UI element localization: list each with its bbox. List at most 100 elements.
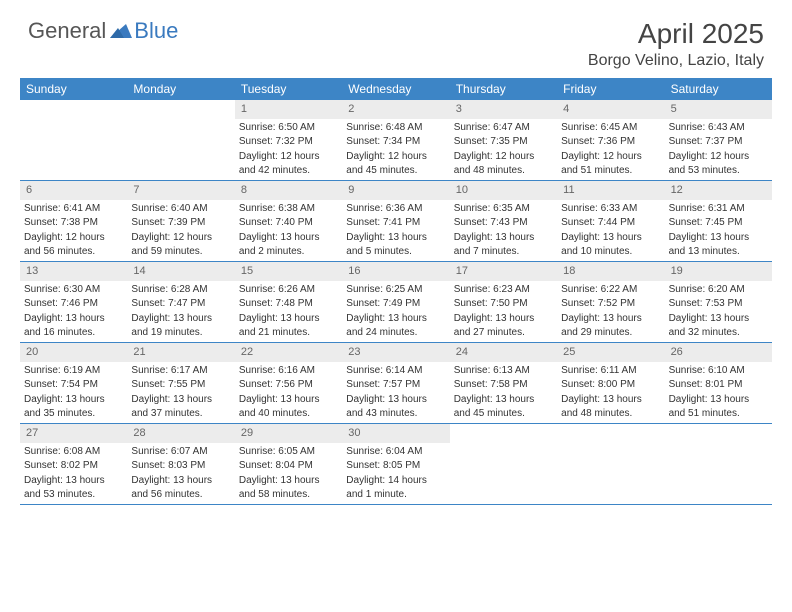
info-line: Daylight: 12 hours — [561, 150, 660, 164]
info-line: and 1 minute. — [346, 488, 445, 502]
day-number: 13 — [20, 262, 127, 281]
info-line: Sunset: 7:34 PM — [346, 135, 445, 149]
day-info: Sunrise: 6:11 AMSunset: 8:00 PMDaylight:… — [557, 364, 664, 421]
logo-text-general: General — [28, 18, 106, 44]
day-info: Sunrise: 6:38 AMSunset: 7:40 PMDaylight:… — [235, 202, 342, 259]
day-number — [450, 424, 557, 443]
info-line: and 35 minutes. — [24, 407, 123, 421]
info-line: Sunset: 7:38 PM — [24, 216, 123, 230]
info-line: Sunrise: 6:45 AM — [561, 121, 660, 135]
info-line: Daylight: 13 hours — [239, 393, 338, 407]
info-line: Sunrise: 6:04 AM — [346, 445, 445, 459]
logo: General Blue — [28, 18, 178, 44]
calendar-cell — [450, 424, 557, 504]
day-number: 12 — [665, 181, 772, 200]
week-row: 27Sunrise: 6:08 AMSunset: 8:02 PMDayligh… — [20, 424, 772, 505]
calendar-cell: 3Sunrise: 6:47 AMSunset: 7:35 PMDaylight… — [450, 100, 557, 180]
info-line: Daylight: 13 hours — [346, 312, 445, 326]
info-line: Daylight: 13 hours — [24, 393, 123, 407]
info-line: and 59 minutes. — [131, 245, 230, 259]
info-line: Sunset: 7:45 PM — [669, 216, 768, 230]
info-line: Daylight: 13 hours — [669, 312, 768, 326]
calendar-cell: 16Sunrise: 6:25 AMSunset: 7:49 PMDayligh… — [342, 262, 449, 342]
day-info: Sunrise: 6:30 AMSunset: 7:46 PMDaylight:… — [20, 283, 127, 340]
info-line: Sunset: 7:58 PM — [454, 378, 553, 392]
calendar-cell: 11Sunrise: 6:33 AMSunset: 7:44 PMDayligh… — [557, 181, 664, 261]
info-line: Sunset: 7:41 PM — [346, 216, 445, 230]
day-info: Sunrise: 6:35 AMSunset: 7:43 PMDaylight:… — [450, 202, 557, 259]
day-number: 15 — [235, 262, 342, 281]
info-line: Sunrise: 6:05 AM — [239, 445, 338, 459]
calendar-cell: 14Sunrise: 6:28 AMSunset: 7:47 PMDayligh… — [127, 262, 234, 342]
day-number: 10 — [450, 181, 557, 200]
info-line: and 51 minutes. — [561, 164, 660, 178]
calendar-cell: 29 Sunrise: 6:05 AMSunset: 8:04 PMDayligh… — [235, 424, 342, 504]
info-line: Sunset: 8:01 PM — [669, 378, 768, 392]
day-info: Sunrise: 6:05 AMSunset: 8:04 PMDaylight:… — [235, 445, 342, 502]
calendar-cell: 1 Sunrise: 6:50 AMSunset: 7:32 PMDaylight… — [235, 100, 342, 180]
info-line: and 48 minutes. — [454, 164, 553, 178]
day-info: Sunrise: 6:33 AMSunset: 7:44 PMDaylight:… — [557, 202, 664, 259]
day-header: Monday — [127, 78, 234, 100]
info-line: Sunset: 7:40 PM — [239, 216, 338, 230]
day-header: Thursday — [450, 78, 557, 100]
info-line: Daylight: 13 hours — [131, 393, 230, 407]
info-line: Daylight: 13 hours — [669, 231, 768, 245]
info-line: Sunrise: 6:14 AM — [346, 364, 445, 378]
header: General Blue April 2025 Borgo Velino, La… — [0, 0, 792, 78]
day-header: Tuesday — [235, 78, 342, 100]
day-info: Sunrise: 6:16 AMSunset: 7:56 PMDaylight:… — [235, 364, 342, 421]
day-number: 1 — [235, 100, 342, 119]
info-line: and 48 minutes. — [561, 407, 660, 421]
info-line: Daylight: 12 hours — [24, 231, 123, 245]
calendar-cell: 2Sunrise: 6:48 AMSunset: 7:34 PMDaylight… — [342, 100, 449, 180]
info-line: Sunrise: 6:28 AM — [131, 283, 230, 297]
calendar-cell: 8Sunrise: 6:38 AMSunset: 7:40 PMDaylight… — [235, 181, 342, 261]
info-line: Daylight: 13 hours — [346, 231, 445, 245]
day-number: 21 — [127, 343, 234, 362]
day-info: Sunrise: 6:50 AMSunset: 7:32 PMDaylight:… — [235, 121, 342, 178]
calendar: SundayMondayTuesdayWednesdayThursdayFrid… — [0, 78, 792, 505]
calendar-cell — [20, 100, 127, 180]
info-line: Daylight: 14 hours — [346, 474, 445, 488]
info-line: Daylight: 13 hours — [24, 474, 123, 488]
calendar-cell: 21Sunrise: 6:17 AMSunset: 7:55 PMDayligh… — [127, 343, 234, 423]
info-line: Sunrise: 6:41 AM — [24, 202, 123, 216]
info-line: Sunrise: 6:17 AM — [131, 364, 230, 378]
info-line: and 51 minutes. — [669, 407, 768, 421]
info-line: Sunset: 7:32 PM — [239, 135, 338, 149]
calendar-cell: 15 Sunrise: 6:26 AMSunset: 7:48 PMDayligh… — [235, 262, 342, 342]
info-line: Sunset: 7:35 PM — [454, 135, 553, 149]
day-number — [665, 424, 772, 443]
info-line: Daylight: 13 hours — [131, 312, 230, 326]
day-number: 23 — [342, 343, 449, 362]
info-line: and 37 minutes. — [131, 407, 230, 421]
calendar-cell — [665, 424, 772, 504]
info-line: and 42 minutes. — [239, 164, 338, 178]
day-header: Wednesday — [342, 78, 449, 100]
info-line: Sunrise: 6:36 AM — [346, 202, 445, 216]
day-info: Sunrise: 6:19 AMSunset: 7:54 PMDaylight:… — [20, 364, 127, 421]
info-line: Sunrise: 6:23 AM — [454, 283, 553, 297]
day-info: Sunrise: 6:26 AMSunset: 7:48 PMDaylight:… — [235, 283, 342, 340]
info-line: and 27 minutes. — [454, 326, 553, 340]
info-line: Sunset: 8:03 PM — [131, 459, 230, 473]
info-line: Sunrise: 6:25 AM — [346, 283, 445, 297]
day-info: Sunrise: 6:14 AMSunset: 7:57 PMDaylight:… — [342, 364, 449, 421]
day-header: Saturday — [665, 78, 772, 100]
info-line: Sunrise: 6:30 AM — [24, 283, 123, 297]
info-line: Sunrise: 6:16 AM — [239, 364, 338, 378]
info-line: Sunset: 7:57 PM — [346, 378, 445, 392]
day-number: 29 — [235, 424, 342, 443]
info-line: Sunset: 7:56 PM — [239, 378, 338, 392]
title-block: April 2025 Borgo Velino, Lazio, Italy — [588, 18, 764, 70]
day-info: Sunrise: 6:07 AMSunset: 8:03 PMDaylight:… — [127, 445, 234, 502]
day-number: 26 — [665, 343, 772, 362]
day-number: 4 — [557, 100, 664, 119]
info-line: Sunset: 7:52 PM — [561, 297, 660, 311]
info-line: Sunrise: 6:19 AM — [24, 364, 123, 378]
day-info: Sunrise: 6:08 AMSunset: 8:02 PMDaylight:… — [20, 445, 127, 502]
info-line: and 43 minutes. — [346, 407, 445, 421]
info-line: Daylight: 13 hours — [561, 312, 660, 326]
day-number: 7 — [127, 181, 234, 200]
